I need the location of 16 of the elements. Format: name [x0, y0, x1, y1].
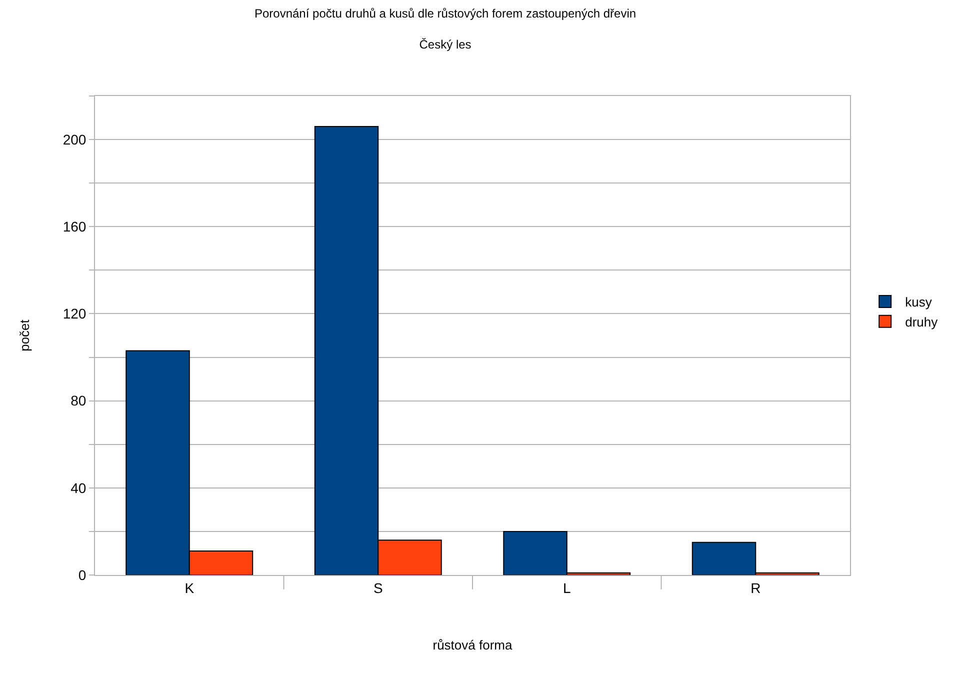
chart-title: Porovnání počtu druhů a kusů dle růstových forem zastoupených dřevin: [254, 6, 636, 20]
y-tick-label: 80: [70, 392, 86, 409]
legend-label: kusy: [905, 294, 932, 310]
y-tick-label: 200: [62, 131, 86, 148]
y-tick-label: 160: [62, 218, 86, 235]
x-tick-label: S: [373, 580, 383, 596]
x-tick-label: R: [750, 580, 761, 596]
y-tick-label: 40: [70, 480, 86, 496]
y-tick-label: 0: [78, 566, 86, 583]
x-tick-label: K: [184, 580, 195, 596]
chart-subtitle: Český les: [419, 38, 472, 52]
x-tick-label: L: [562, 580, 571, 596]
y-tick-label: 120: [62, 306, 86, 322]
x-axis-title: růstová forma: [432, 637, 513, 652]
legend-label: druhy: [905, 314, 938, 330]
y-axis-title: počet: [16, 319, 32, 352]
